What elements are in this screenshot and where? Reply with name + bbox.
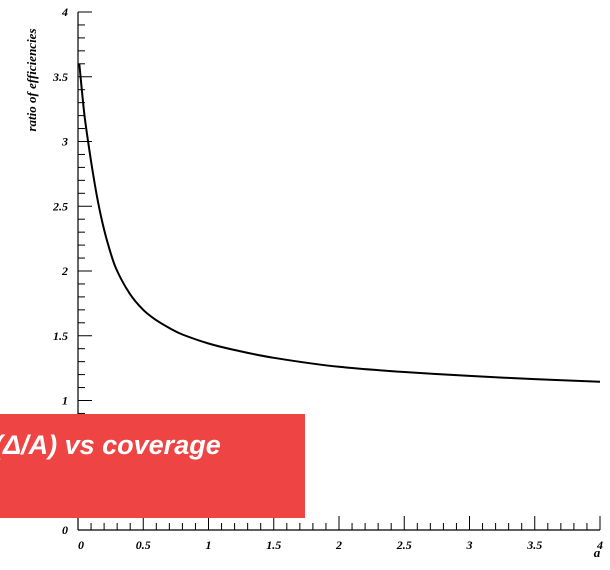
y-axis-label: ratio of efficiencies — [24, 28, 39, 131]
x-tick-label: 0.5 — [136, 538, 151, 552]
y-tick-label: 0 — [62, 523, 68, 537]
x-tick-label: 1.5 — [266, 538, 281, 552]
y-tick-label: 3.5 — [52, 70, 68, 84]
x-tick-label: 2.5 — [396, 538, 412, 552]
x-tick-label: 0 — [78, 538, 84, 552]
y-tick-label: 2.5 — [52, 199, 68, 213]
series-line — [78, 63, 601, 383]
x-tick-label: 3 — [466, 538, 473, 552]
y-tick-label: 3 — [61, 135, 68, 149]
x-tick-label: 2 — [335, 538, 342, 552]
tick-labels: 0 0.5 1 1.5 2 2.5 3 3.5 4 0 1 1.5 2 2.5 3 3.5 4 — [52, 5, 603, 552]
y-tick-label: 2 — [61, 264, 68, 278]
y-tick-label: 1.5 — [53, 329, 68, 343]
y-tick-label: 1 — [62, 394, 68, 408]
x-tick-label: 1 — [206, 538, 212, 552]
y-tick-label: 4 — [61, 5, 68, 19]
x-tick-label: 4 — [596, 538, 603, 552]
overlay-banner: (Δ/A) vs coverage — [0, 414, 305, 518]
x-axis-label: a — [594, 545, 601, 560]
axis-ticks — [77, 11, 601, 531]
overlay-banner-text: (Δ/A) vs coverage — [0, 430, 221, 460]
x-tick-label: 3.5 — [526, 538, 542, 552]
